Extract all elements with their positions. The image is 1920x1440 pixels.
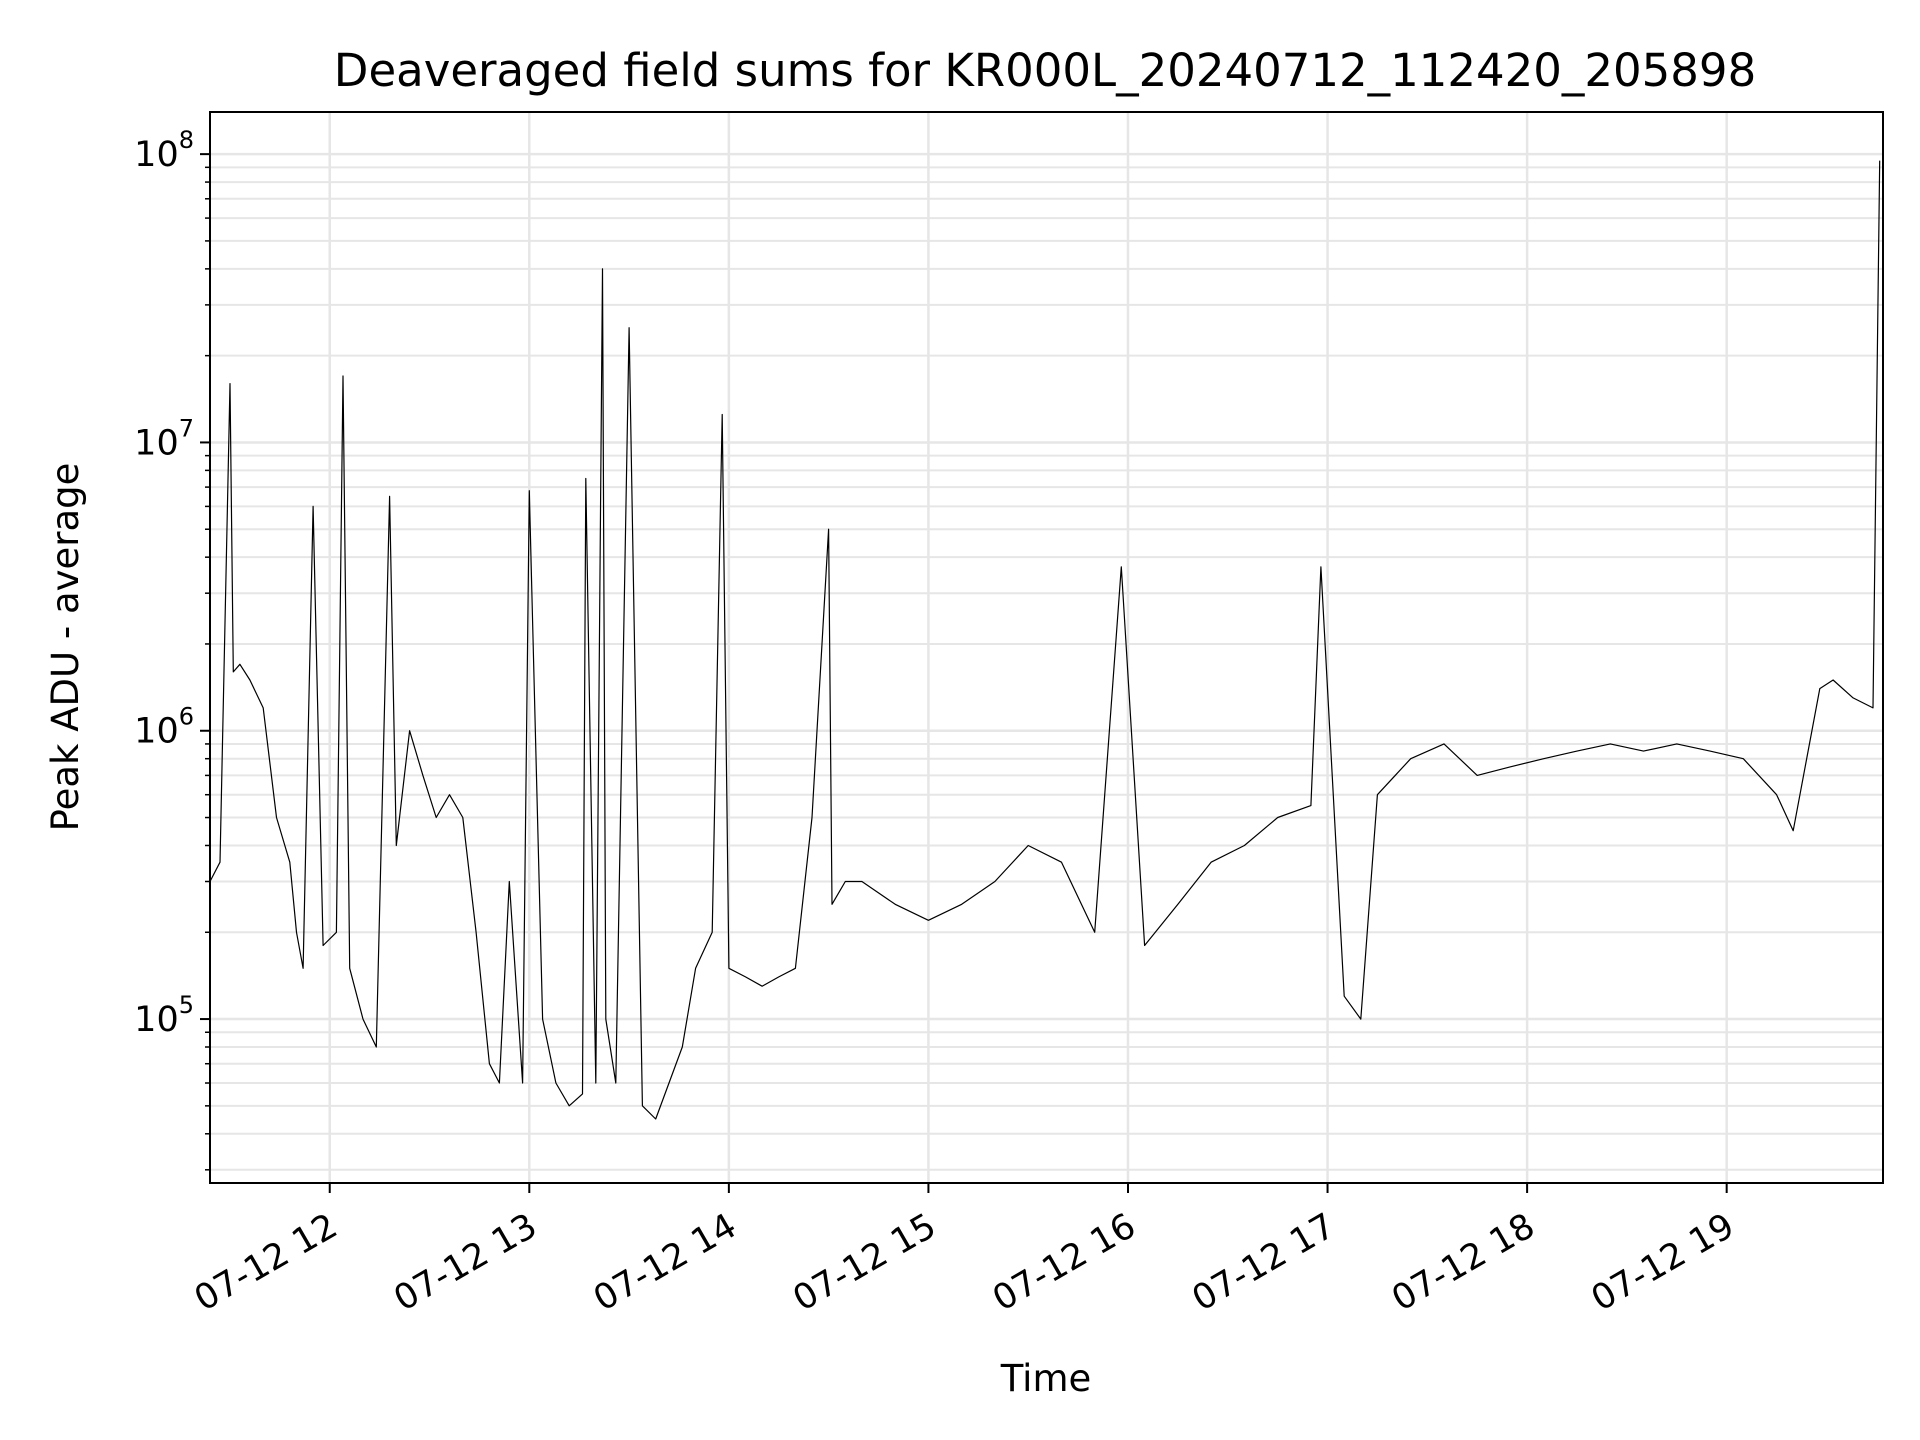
- y-axis-label: Peak ADU - average: [44, 463, 87, 832]
- grid-lines: [210, 112, 1883, 1183]
- series-line: [209, 160, 1881, 1120]
- y-tick-label: 105: [134, 991, 194, 1040]
- x-axis-label: Time: [1000, 1357, 1092, 1400]
- plot-frame: [209, 111, 1884, 1184]
- y-tick-label: 107: [134, 414, 194, 463]
- chart-title: Deaveraged field sums for KR000L_2024071…: [334, 44, 1756, 97]
- y-tick-label: 106: [134, 703, 194, 752]
- y-tick-label: 108: [134, 126, 194, 175]
- series-layer: [209, 160, 1881, 1120]
